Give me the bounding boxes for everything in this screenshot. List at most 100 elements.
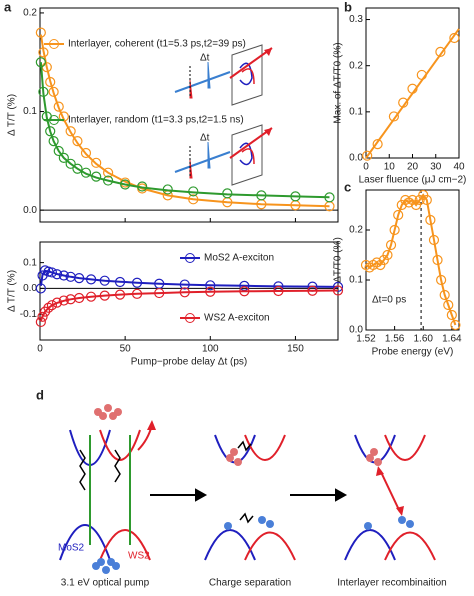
data-point (35, 316, 46, 328)
data-point (72, 136, 83, 147)
x-tick-label: 1.56 (385, 334, 405, 345)
data-point (72, 163, 83, 174)
data-point (80, 167, 92, 178)
caption: Interlayer recombinaition (337, 578, 447, 589)
y-tick-label: 0.2 (349, 60, 363, 71)
data-point (388, 111, 399, 122)
x-tick-label: 0 (37, 344, 43, 355)
caption: Charge separation (209, 578, 291, 589)
scheme-recombination (344, 434, 436, 561)
data-point (58, 152, 69, 163)
data-point (103, 175, 114, 186)
y-tick-label: 0.2 (349, 225, 363, 236)
panel-letter: b (344, 0, 352, 14)
plot-frame (365, 7, 460, 159)
data-point (80, 147, 92, 159)
x-tick-label: 1.64 (442, 334, 462, 345)
x-tick-label: 10 (384, 162, 396, 173)
y-axis-label: Max. of ΔT/T0 (%) (333, 42, 344, 123)
scheme-pump (59, 404, 156, 574)
x-tick-label: 40 (453, 162, 465, 173)
panel-letter: c (344, 179, 351, 194)
data-point (45, 126, 56, 137)
data-point (416, 69, 427, 81)
x-axis-label: Pump−probe delay Δt (ps) (131, 357, 247, 368)
x-tick-label: 100 (202, 344, 219, 355)
x-axis-label: Probe energy (eV) (372, 347, 454, 358)
legend-label: MoS2 A-exciton (204, 253, 274, 264)
annotation: Δt=0 ps (372, 295, 406, 306)
legend-marker (49, 115, 59, 125)
y-tick-label: 0.2 (23, 8, 37, 19)
data-point (91, 157, 102, 168)
data-point (435, 46, 446, 57)
y-tick-label: -0.1 (20, 309, 38, 320)
data-point (372, 139, 383, 150)
label-mos2: MoS2 (58, 543, 85, 554)
x-tick-label: 20 (407, 162, 419, 173)
y-tick-label: 0.0 (349, 153, 363, 164)
y-axis-label: Δ T/T (%) (7, 270, 18, 312)
y-tick-label: 0.0 (23, 283, 37, 294)
y-tick-label: 0.1 (23, 257, 37, 268)
legend-marker (185, 253, 195, 263)
data-point (436, 274, 447, 286)
data-point (389, 224, 400, 236)
y-tick-label: 0.3 (349, 14, 363, 25)
data-point (37, 311, 48, 322)
data-point (53, 145, 64, 157)
legend-label: Interlayer, coherent (t1=5.3 ps,t2=39 ps… (68, 39, 246, 50)
panel-letter: d (36, 387, 44, 402)
y-axis-label: ΔT/T0 (%) (333, 237, 344, 283)
data-point (103, 167, 114, 178)
series-line (39, 269, 339, 288)
data-point (449, 32, 460, 44)
data-point (48, 136, 59, 147)
data-point (382, 249, 393, 261)
data-point (432, 254, 443, 266)
y-tick-label: 0.0 (23, 205, 37, 216)
data-point (385, 239, 397, 251)
y-tick-label: 0.1 (23, 106, 37, 117)
data-point (450, 319, 461, 331)
legend-marker (185, 313, 195, 323)
legend-label: Interlayer, random (t1=3.3 ps,t2=1.5 ns) (68, 115, 244, 126)
x-tick-label: 0 (363, 162, 369, 173)
scheme-separation (204, 434, 296, 561)
x-tick-label: 50 (120, 344, 132, 355)
x-axis-label: Laser fluence (μJ cm−2) (359, 175, 467, 186)
x-tick-label: 30 (430, 162, 442, 173)
data-point (421, 194, 432, 206)
x-tick-label: 150 (287, 344, 304, 355)
data-point (48, 86, 59, 97)
label-ws2: WS2 (128, 551, 150, 562)
inset-1 (174, 44, 273, 106)
data-point (443, 299, 454, 311)
plot-frame (39, 7, 339, 223)
y-axis-label: Δ T/T (%) (7, 94, 18, 136)
x-tick-label: 1.60 (413, 334, 433, 345)
y-tick-label: 0.1 (349, 275, 363, 286)
series-line (39, 289, 339, 322)
data-point (43, 302, 54, 313)
legend-label: WS2 A-exciton (204, 313, 270, 324)
data-point (393, 209, 404, 221)
data-point (46, 300, 58, 311)
data-point (362, 150, 373, 161)
data-point (425, 214, 436, 226)
annotation: Δt (200, 53, 210, 64)
series-line (39, 62, 330, 199)
data-point (407, 83, 418, 94)
data-point (428, 234, 440, 246)
data-point (53, 101, 64, 112)
data-point (46, 267, 58, 278)
y-tick-label: 0.0 (349, 325, 363, 336)
x-tick-label: 1.52 (356, 334, 376, 345)
data-point (51, 297, 63, 308)
data-point (439, 289, 450, 301)
caption: 3.1 eV optical pump (61, 578, 150, 589)
data-point (398, 97, 409, 108)
annotation: Δt (200, 133, 210, 144)
data-point (65, 158, 76, 169)
